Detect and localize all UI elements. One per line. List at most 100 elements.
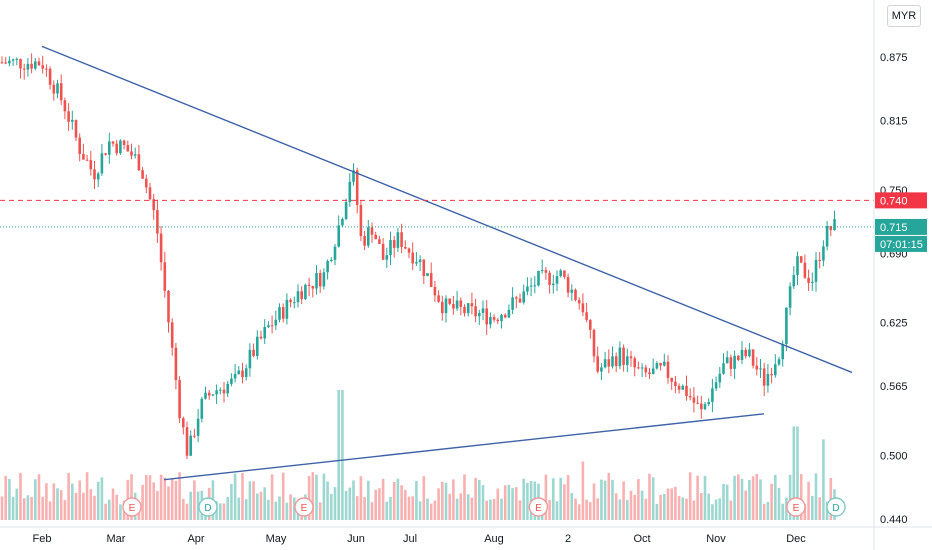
volume-bar: [555, 501, 559, 520]
earnings-marker[interactable]: E: [294, 497, 314, 517]
candle-body: [133, 154, 137, 156]
volume-bar: [89, 489, 93, 520]
candle-body: [130, 151, 133, 156]
volume-bar: [233, 473, 237, 520]
candle-body: [489, 317, 492, 325]
candle-body: [67, 111, 70, 122]
earnings-marker[interactable]: E: [528, 497, 549, 517]
candle-body: [518, 298, 522, 303]
candle-body: [204, 392, 207, 399]
candle-body: [415, 262, 418, 264]
time-axis[interactable]: Feb Mar Apr May Jun Jul Aug 2 Oct Nov Dec: [33, 533, 807, 545]
candle-body: [774, 364, 777, 376]
candle-body: [178, 380, 181, 419]
volume-bar: [344, 490, 348, 520]
candle-body: [637, 367, 640, 369]
volume-bar: [707, 493, 710, 520]
volume-bar: [193, 480, 196, 520]
volume-bar: [759, 479, 762, 520]
dividend-marker[interactable]: D: [198, 497, 218, 517]
candle-body: [681, 385, 685, 390]
last-price-tag: 0.715: [880, 222, 908, 234]
volume-bar: [781, 503, 784, 520]
volume-bar: [82, 492, 85, 520]
candle-body: [115, 143, 118, 154]
candle-body: [71, 119, 74, 122]
candle-body: [785, 307, 788, 345]
candle-body: [566, 276, 570, 293]
volume-bar: [814, 473, 818, 520]
volume-bar: [363, 497, 366, 520]
volume-bar: [659, 494, 662, 520]
candle-body: [200, 398, 204, 419]
volume-bar: [688, 472, 692, 520]
candle-body: [378, 239, 381, 244]
candle-body: [707, 401, 710, 405]
candle-body: [344, 202, 348, 219]
candle-body: [740, 349, 744, 361]
volume-bar: [19, 472, 22, 520]
candle-body: [300, 291, 303, 300]
volume-bar: [529, 480, 533, 520]
candle-body: [82, 153, 85, 160]
candle-body: [122, 140, 126, 146]
candle-body: [655, 362, 659, 369]
candle-body: [293, 302, 296, 304]
candle-body: [56, 83, 59, 94]
volume-bar: [48, 501, 52, 520]
volume-bar: [785, 497, 788, 520]
volume-bar: [433, 500, 437, 520]
volume-bar: [592, 483, 596, 520]
volume-bar: [496, 488, 500, 520]
candle-body: [226, 383, 229, 394]
volume-bar: [577, 504, 581, 520]
y-tick-label: 0.500: [880, 450, 908, 462]
x-tick-label: Jun: [347, 533, 365, 545]
candle-body: [78, 137, 81, 154]
candle-body: [559, 270, 562, 277]
candle-body: [185, 427, 189, 456]
y-tick-label: 0.565: [880, 381, 908, 393]
event-marker-label: E: [129, 503, 136, 514]
volume-bar: [407, 496, 411, 520]
volume-bar: [696, 475, 699, 520]
volume-bar: [507, 484, 511, 520]
volume-bar: [22, 498, 26, 520]
candle-body: [500, 314, 503, 322]
candle-body: [45, 68, 48, 70]
candle-body: [711, 388, 714, 402]
volume-bar: [11, 496, 15, 520]
trendline-lower[interactable]: [163, 413, 765, 481]
volume-bar: [318, 502, 322, 520]
candle-body: [803, 262, 807, 278]
candle-body: [193, 435, 196, 437]
volume-bar: [544, 474, 548, 520]
volume-bar: [500, 498, 503, 520]
volume-bar: [415, 480, 418, 520]
dividend-marker[interactable]: D: [826, 497, 846, 517]
earnings-marker[interactable]: E: [122, 497, 142, 517]
currency-label[interactable]: MYR: [887, 5, 921, 27]
candle-body: [333, 246, 337, 260]
trendline-upper[interactable]: [41, 45, 853, 374]
volume-bar: [511, 488, 514, 520]
volume-bar: [15, 488, 19, 520]
volume-bar: [552, 478, 555, 520]
candlesticks: [0, 53, 836, 460]
volume-bar: [751, 476, 755, 520]
volume-bar: [681, 497, 685, 520]
volume-bar: [570, 492, 574, 520]
volume-bar: [348, 487, 352, 520]
volume-bar: [71, 483, 74, 520]
x-tick-label: May: [266, 533, 287, 545]
volume-bar: [289, 494, 292, 520]
volume-bar: [315, 474, 318, 520]
candle-body: [222, 389, 226, 394]
volume-bar: [722, 483, 725, 520]
earnings-marker[interactable]: E: [786, 497, 806, 517]
candle-body: [348, 181, 352, 203]
volume-bar: [444, 482, 448, 520]
